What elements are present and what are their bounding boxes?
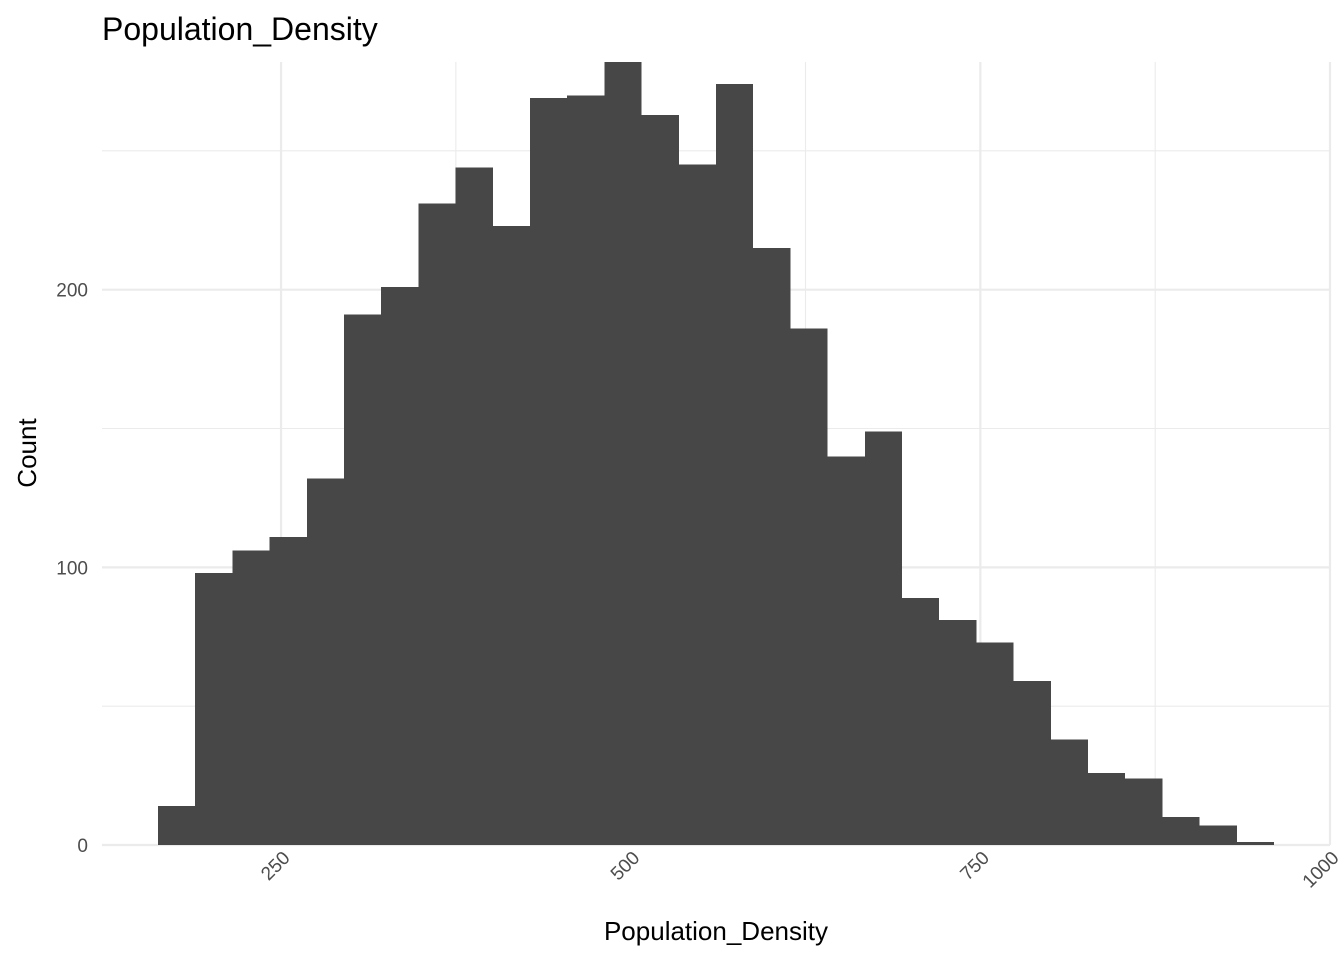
- histogram-bar: [195, 572, 233, 845]
- x-tick-label: 250: [257, 848, 294, 885]
- histogram-bar: [1236, 842, 1275, 845]
- histogram-bar: [790, 328, 828, 845]
- histogram-bar: [678, 164, 716, 846]
- histogram-bar: [902, 597, 940, 845]
- histogram-bar: [157, 806, 196, 845]
- histogram-bar: [529, 98, 568, 845]
- histogram-bar: [492, 225, 530, 845]
- y-tick-label: 200: [56, 281, 88, 302]
- y-axis-title: Count: [12, 418, 42, 488]
- x-axis-ticks: 250 500 750 1000: [257, 848, 1343, 893]
- histogram-bar: [716, 84, 754, 845]
- histogram-bar: [269, 536, 307, 845]
- histogram-bar: [1050, 739, 1089, 845]
- histogram-bar: [1125, 778, 1163, 845]
- histogram-bar: [604, 62, 642, 845]
- histogram-bar: [827, 456, 865, 845]
- histogram-bar: [976, 642, 1014, 845]
- y-tick-label: 100: [56, 558, 88, 579]
- histogram-bar: [343, 314, 382, 845]
- histogram-bar: [1162, 817, 1200, 845]
- histogram-bar: [939, 620, 977, 845]
- y-axis-ticks: 0 100 200: [56, 281, 88, 857]
- histogram-bar: [418, 203, 456, 845]
- histogram-bars: [157, 62, 1275, 846]
- x-tick-label: 750: [957, 848, 994, 885]
- chart-title: Population_Density: [102, 11, 378, 47]
- histogram-bar: [1088, 772, 1126, 845]
- y-tick-label: 0: [77, 836, 88, 857]
- histogram-bar: [381, 286, 419, 845]
- histogram-bar: [455, 167, 493, 846]
- histogram-bar: [753, 248, 791, 845]
- x-axis-title: Population_Density: [604, 916, 828, 946]
- histogram-bar: [232, 550, 270, 845]
- histogram-bar: [567, 95, 605, 845]
- x-tick-label: 1000: [1299, 848, 1344, 893]
- histogram-bar: [864, 431, 903, 845]
- x-tick-label: 500: [607, 848, 644, 885]
- histogram-bar: [641, 114, 679, 846]
- histogram-bar: [306, 478, 344, 845]
- histogram-bar: [1199, 825, 1237, 845]
- histogram-bar: [1013, 681, 1051, 845]
